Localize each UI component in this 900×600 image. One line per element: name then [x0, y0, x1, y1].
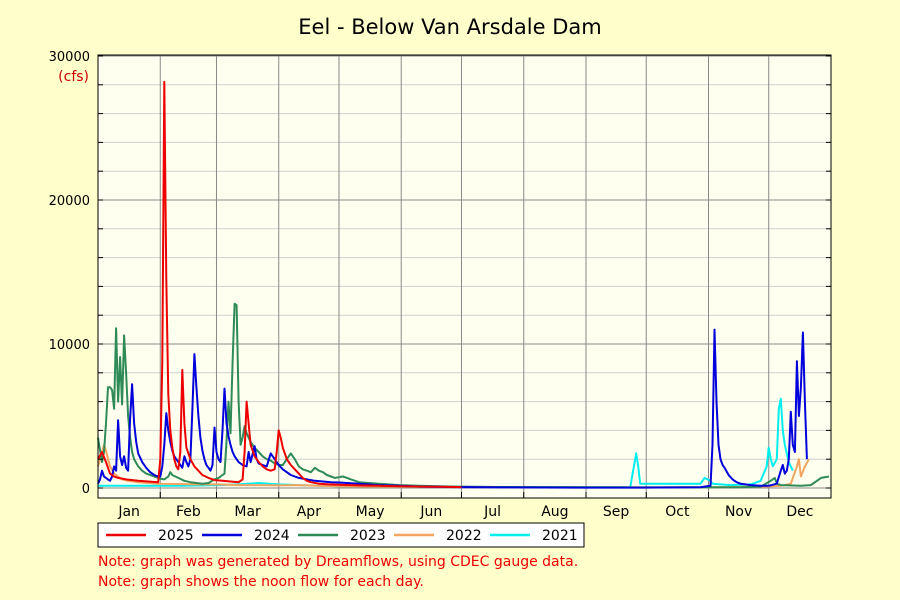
y-tick-label: 0: [82, 482, 90, 497]
x-tick-label: Jul: [483, 504, 501, 520]
x-tick-label: Mar: [234, 504, 261, 520]
x-tick-label: Aug: [541, 504, 568, 520]
legend-label-2023: 2023: [350, 528, 386, 544]
grid: [98, 55, 831, 498]
x-tick-label: Jun: [419, 504, 442, 520]
footnote-source: Note: graph was generated by Dreamflows,…: [98, 554, 578, 570]
series-line-2021: [98, 397, 794, 489]
x-tick-label: Sep: [603, 504, 630, 520]
footnote-noon-flow: Note: graph shows the noon flow for each…: [98, 574, 424, 590]
series-line-2025: [97, 80, 462, 489]
x-tick-label: Feb: [176, 504, 201, 520]
x-tick-label: May: [356, 504, 385, 520]
legend-label-2021: 2021: [542, 528, 578, 544]
legend-label-2025: 2025: [158, 528, 194, 544]
x-tick-label: Apr: [297, 504, 321, 520]
x-tick-label: Dec: [786, 504, 813, 520]
plot-background: [98, 55, 831, 498]
series-layer: [97, 80, 830, 489]
y-tick-label: 10000: [49, 338, 90, 353]
legend-label-2024: 2024: [254, 528, 290, 544]
x-tick-label: Oct: [665, 504, 690, 520]
y-tick-label: 30000: [49, 50, 90, 65]
legend-label-2022: 2022: [446, 528, 482, 544]
chart-title: Eel - Below Van Arsdale Dam: [298, 15, 601, 39]
legend: 2025 2024 2023 2022 2021: [97, 522, 585, 548]
series-line-2024: [97, 328, 808, 489]
y-tick-label: 20000: [49, 194, 90, 209]
x-tick-label: Nov: [725, 504, 752, 520]
y-unit-label: (cfs): [58, 69, 89, 85]
x-tick-label: Jan: [117, 504, 140, 520]
plot-frame: [97, 54, 832, 499]
axis-ticks: 0 10000 20000 30000 Jan Feb Mar Apr May Jun Jul Aug…: [49, 50, 831, 520]
